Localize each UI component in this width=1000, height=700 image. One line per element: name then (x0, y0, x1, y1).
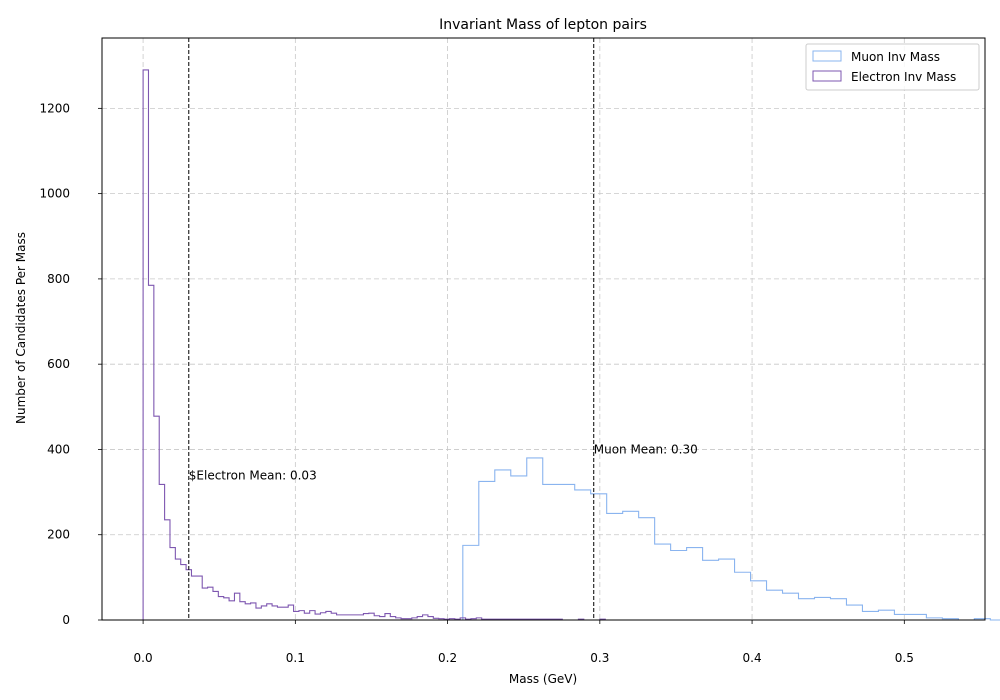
x-axis-label: Mass (GeV) (509, 672, 577, 686)
y-tick-label: 0 (62, 613, 70, 627)
histogram-series (142, 69, 1000, 621)
chart-title: Invariant Mass of lepton pairs (439, 17, 647, 33)
plot-frame (101, 37, 986, 621)
y-tick-label: 800 (47, 272, 70, 286)
x-tick-label: 0.2 (438, 651, 457, 665)
histogram-muon (462, 457, 1000, 621)
electron-mean-label: $Electron Mean: 0.03 (189, 468, 317, 482)
y-tick-label: 600 (47, 357, 70, 371)
legend-swatch-muon (812, 50, 842, 62)
legend-label-muon: Muon Inv Mass (851, 50, 940, 64)
axis-ticks: 0.0 0.1 0.2 0.3 0.4 0.5 0 200 400 600 800 1000 1200 (39, 101, 913, 665)
mean-lines: $Electron Mean: 0.03 Muon Mean: 0.30 (188, 38, 698, 620)
x-tick-label: 0.1 (286, 651, 305, 665)
y-tick-label: 400 (47, 442, 70, 456)
legend: Muon Inv Mass Electron Inv Mass (805, 43, 980, 91)
x-tick-label: 0.0 (134, 651, 153, 665)
histogram-electron (142, 69, 660, 621)
y-tick-label: 200 (47, 528, 70, 542)
y-tick-label: 1200 (39, 101, 70, 115)
muon-mean-label: Muon Mean: 0.30 (594, 443, 698, 457)
legend-box (805, 43, 980, 91)
x-tick-label: 0.5 (895, 651, 914, 665)
legend-label-electron: Electron Inv Mass (851, 70, 956, 84)
y-axis-label: Number of Candidates Per Mass (14, 232, 28, 424)
x-tick-label: 0.3 (590, 651, 609, 665)
grid-lines (102, 38, 985, 621)
y-tick-label: 1000 (39, 187, 70, 201)
legend-swatch-electron (812, 70, 842, 82)
x-tick-label: 0.4 (743, 651, 762, 665)
